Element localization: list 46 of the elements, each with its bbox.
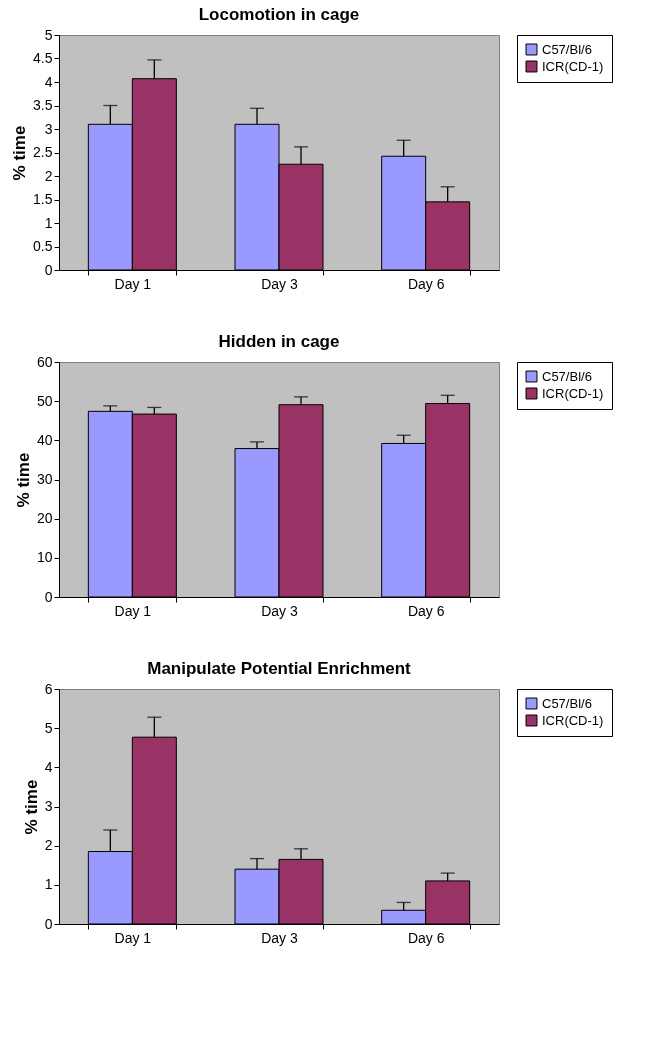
y-tick-label: 6 [44,680,53,697]
x-tick-label: Day 6 [407,929,445,946]
x-tick-label: Day 3 [261,275,298,292]
y-tick-label: 30 [36,471,53,487]
legend-label: ICR(CD-1) [542,58,604,74]
y-tick-label: 40 [36,431,53,448]
y-axis-title: % time [10,125,30,181]
y-tick-label: 0 [44,915,53,932]
x-tick-label: Day 1 [114,929,152,946]
legend-label: ICR(CD-1) [542,712,604,728]
x-tick-label: Day 1 [114,275,152,292]
x-tick-label: Day 1 [114,602,152,619]
y-tick-label: 1 [44,214,53,231]
y-tick-label: 5 [44,26,53,43]
chart-title: Hidden in cage [218,332,340,351]
y-tick-label: 20 [36,510,53,527]
legend-label: ICR(CD-1) [542,385,604,401]
legend-label: C57/Bl/6 [542,41,592,57]
y-tick-label: 2 [44,837,53,854]
y-tick-label: 5 [44,719,53,736]
y-tick-label: 0 [44,261,53,278]
legend-label: C57/Bl/6 [542,368,592,384]
y-tick-label: 2 [44,167,53,184]
y-tick-label: 1.5 [33,191,53,207]
y-tick-label: 3 [44,798,53,814]
y-tick-label: 3.5 [33,97,53,113]
x-tick-label: Day 3 [261,929,298,946]
y-tick-label: 2.5 [33,144,53,160]
y-tick-label: 4 [44,758,53,775]
x-tick-label: Day 6 [407,602,445,619]
chart-title: Manipulate Potential Enrichment [147,659,412,678]
y-axis-title: % time [13,452,33,508]
y-tick-label: 3 [44,120,53,137]
legend-label: C57/Bl/6 [542,695,592,711]
chart-title: Locomotion in cage [198,5,360,24]
y-tick-label: 4 [44,73,53,90]
x-tick-label: Day 3 [261,602,298,619]
y-tick-label: 0.5 [33,238,53,254]
y-tick-label: 4.5 [33,50,53,66]
y-axis-title: % time [21,779,41,835]
x-tick-label: Day 6 [407,275,445,292]
y-tick-label: 50 [36,392,53,409]
y-tick-label: 0 [44,588,53,605]
y-tick-label: 10 [36,549,53,566]
y-tick-label: 60 [36,353,53,370]
y-tick-label: 1 [44,876,53,893]
